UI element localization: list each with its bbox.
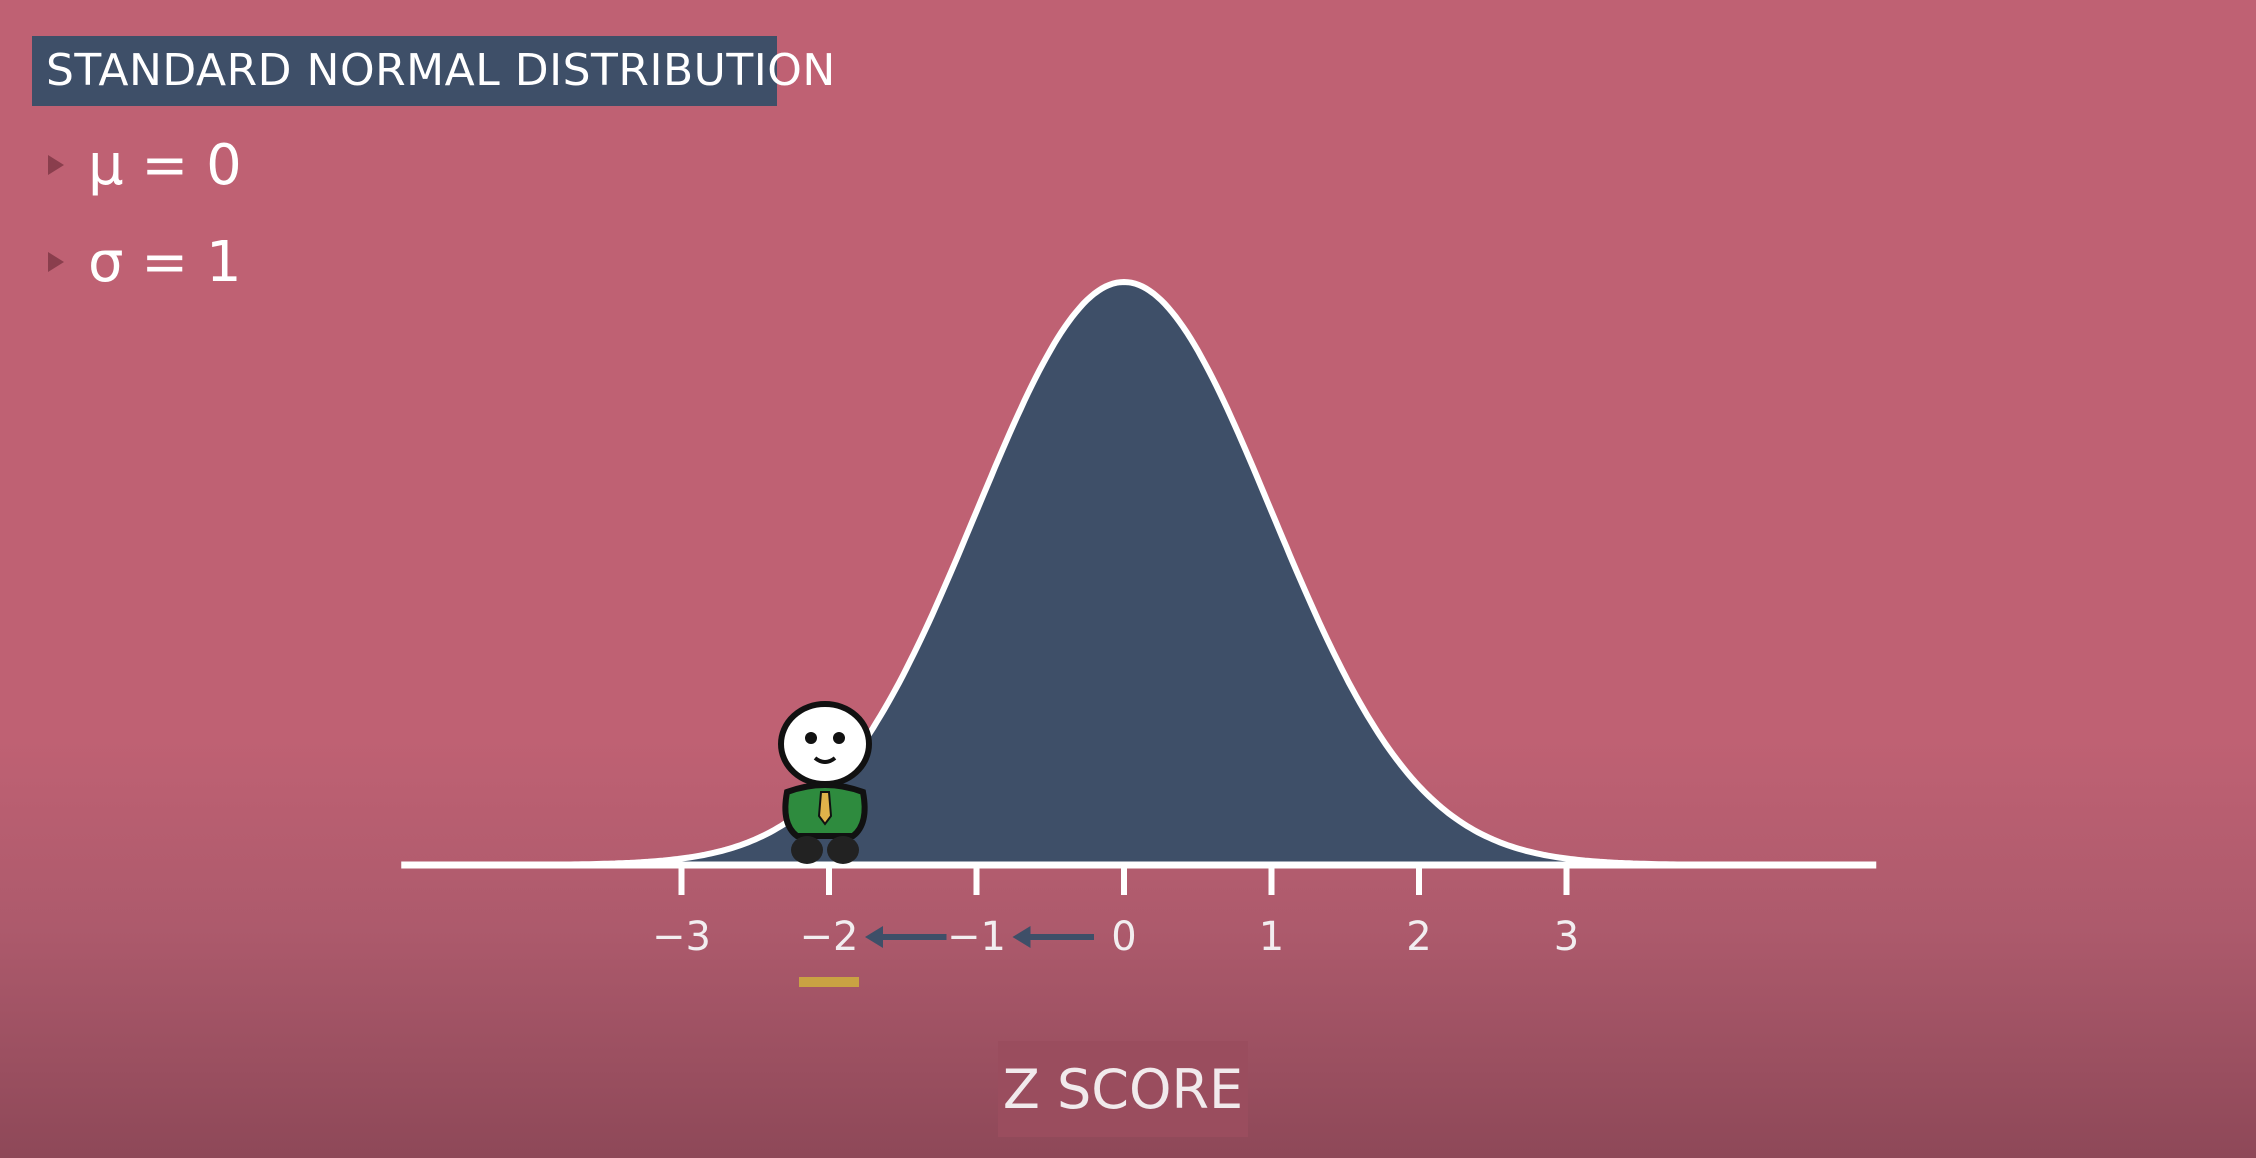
x-tick-label: 3 bbox=[1554, 914, 1579, 960]
x-tick-label: 0 bbox=[1111, 914, 1136, 960]
bullet-mean: μ = 0 bbox=[48, 130, 242, 200]
x-tick-label: 1 bbox=[1259, 914, 1284, 960]
bell-curve-area bbox=[445, 282, 1773, 865]
title-banner: STANDARD NORMAL DISTRIBUTION bbox=[32, 36, 835, 106]
x-axis-label: Z SCORE bbox=[1002, 1057, 1244, 1121]
character-figure bbox=[778, 701, 872, 864]
chart-title: STANDARD NORMAL DISTRIBUTION bbox=[46, 45, 836, 96]
x-tick-label: −1 bbox=[947, 914, 1006, 960]
x-tick-label: −3 bbox=[652, 914, 711, 960]
highlighted-tick-underline bbox=[799, 977, 859, 987]
bullet-sd: σ = 1 bbox=[48, 227, 242, 297]
bullet-sd-text: σ = 1 bbox=[88, 229, 242, 295]
bullet-mean-text: μ = 0 bbox=[88, 132, 242, 198]
left-arrow-icon bbox=[865, 926, 947, 948]
direction-arrows bbox=[865, 926, 1094, 948]
bell-curve-line bbox=[445, 278, 1773, 868]
axis-label-box: Z SCORE bbox=[998, 1041, 1248, 1137]
x-axis-ticks: −3 −2 −1 0 1 2 3 bbox=[652, 865, 1579, 960]
left-arrow-icon bbox=[1012, 926, 1094, 948]
triangle-bullet-icon bbox=[48, 155, 64, 175]
x-tick-label: 2 bbox=[1406, 914, 1431, 960]
triangle-bullet-icon bbox=[48, 252, 64, 272]
x-tick-label: −2 bbox=[800, 914, 859, 960]
